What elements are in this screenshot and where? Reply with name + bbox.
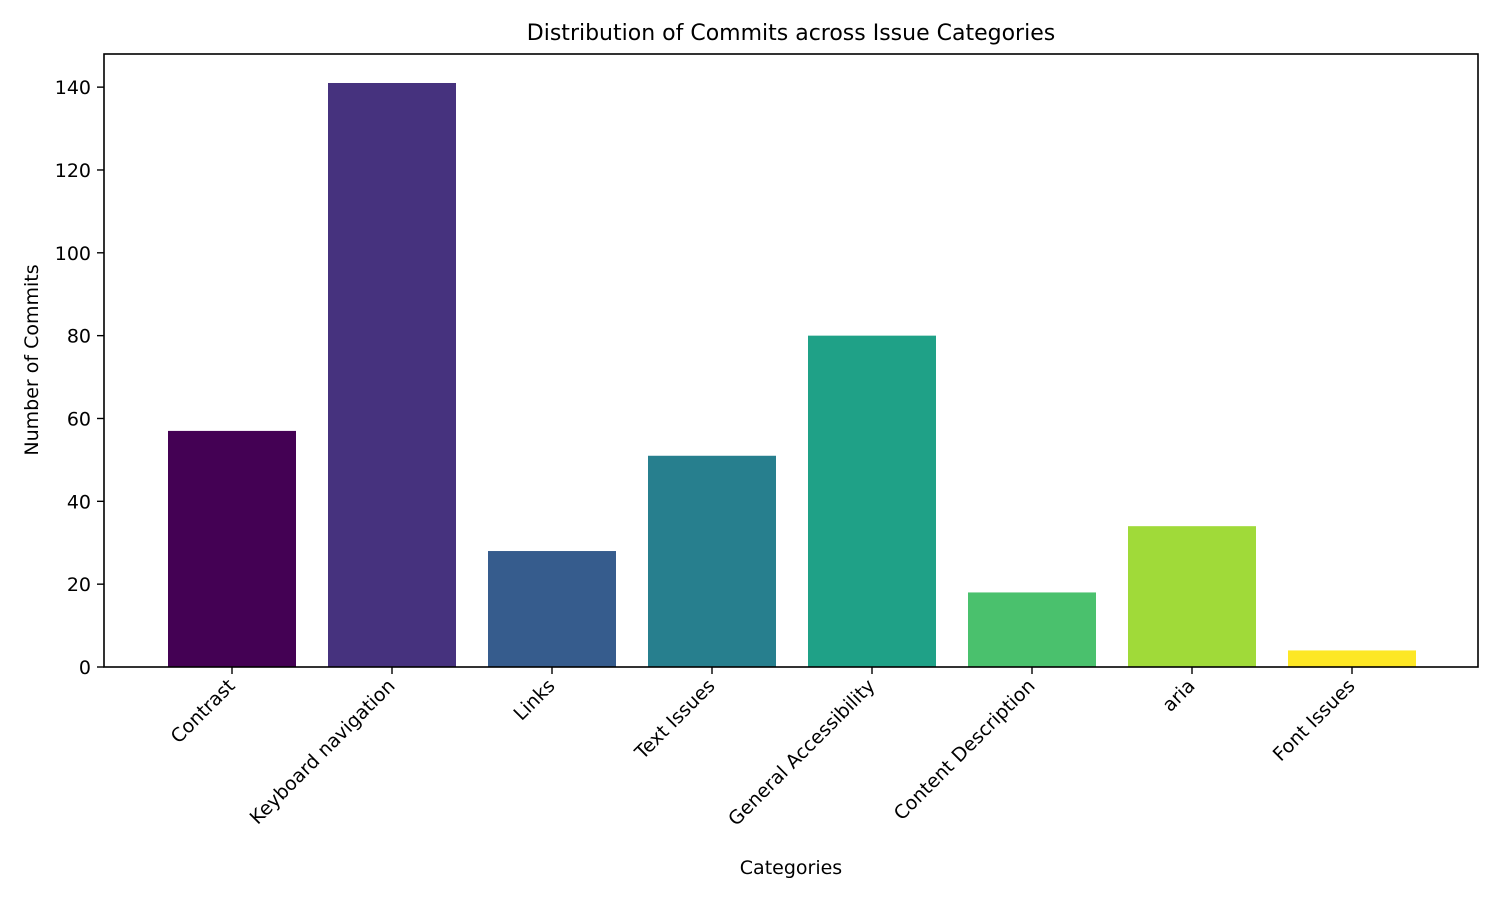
x-tick-label: Font Issues [1269, 675, 1360, 766]
bar-keyboard-navigation [328, 82, 456, 668]
x-tick-label: Links [509, 675, 559, 725]
plot-frame [103, 53, 1479, 668]
x-tick-label: Contrast [167, 675, 240, 748]
y-tick-label: 20 [67, 574, 91, 596]
bar-aria [1128, 526, 1256, 667]
y-tick-label: 100 [55, 243, 91, 265]
x-axis: Contrast Keyboard navigation Links Text Iss… [167, 667, 1360, 830]
y-axis: 0 20 40 60 80 100 120 140 [55, 77, 104, 679]
y-tick-label: 60 [67, 408, 91, 430]
x-tick-label: Keyboard navigation [246, 675, 400, 829]
y-tick-label: 120 [55, 160, 91, 182]
bar-font-issues [1288, 650, 1416, 667]
bar-links [488, 551, 616, 667]
x-tick-label: Text Issues [630, 675, 719, 764]
bar-content-description [968, 592, 1096, 667]
y-tick-label: 40 [67, 491, 91, 513]
bar-text-issues [648, 455, 776, 667]
y-tick-label: 0 [79, 657, 91, 679]
x-tick-label: aria [1158, 675, 1199, 716]
x-tick-label: Content Description [890, 675, 1040, 825]
bar-contrast [168, 430, 296, 667]
x-axis-label: Categories [740, 857, 842, 879]
y-tick-label: 140 [55, 77, 91, 99]
y-axis-label: Number of Commits [21, 264, 43, 455]
bars-group [168, 82, 1416, 668]
y-tick-label: 80 [67, 326, 91, 348]
chart-title: Distribution of Commits across Issue Cat… [527, 21, 1055, 46]
bar-general-accessibility [808, 335, 936, 667]
x-tick-label: General Accessibility [724, 675, 879, 830]
